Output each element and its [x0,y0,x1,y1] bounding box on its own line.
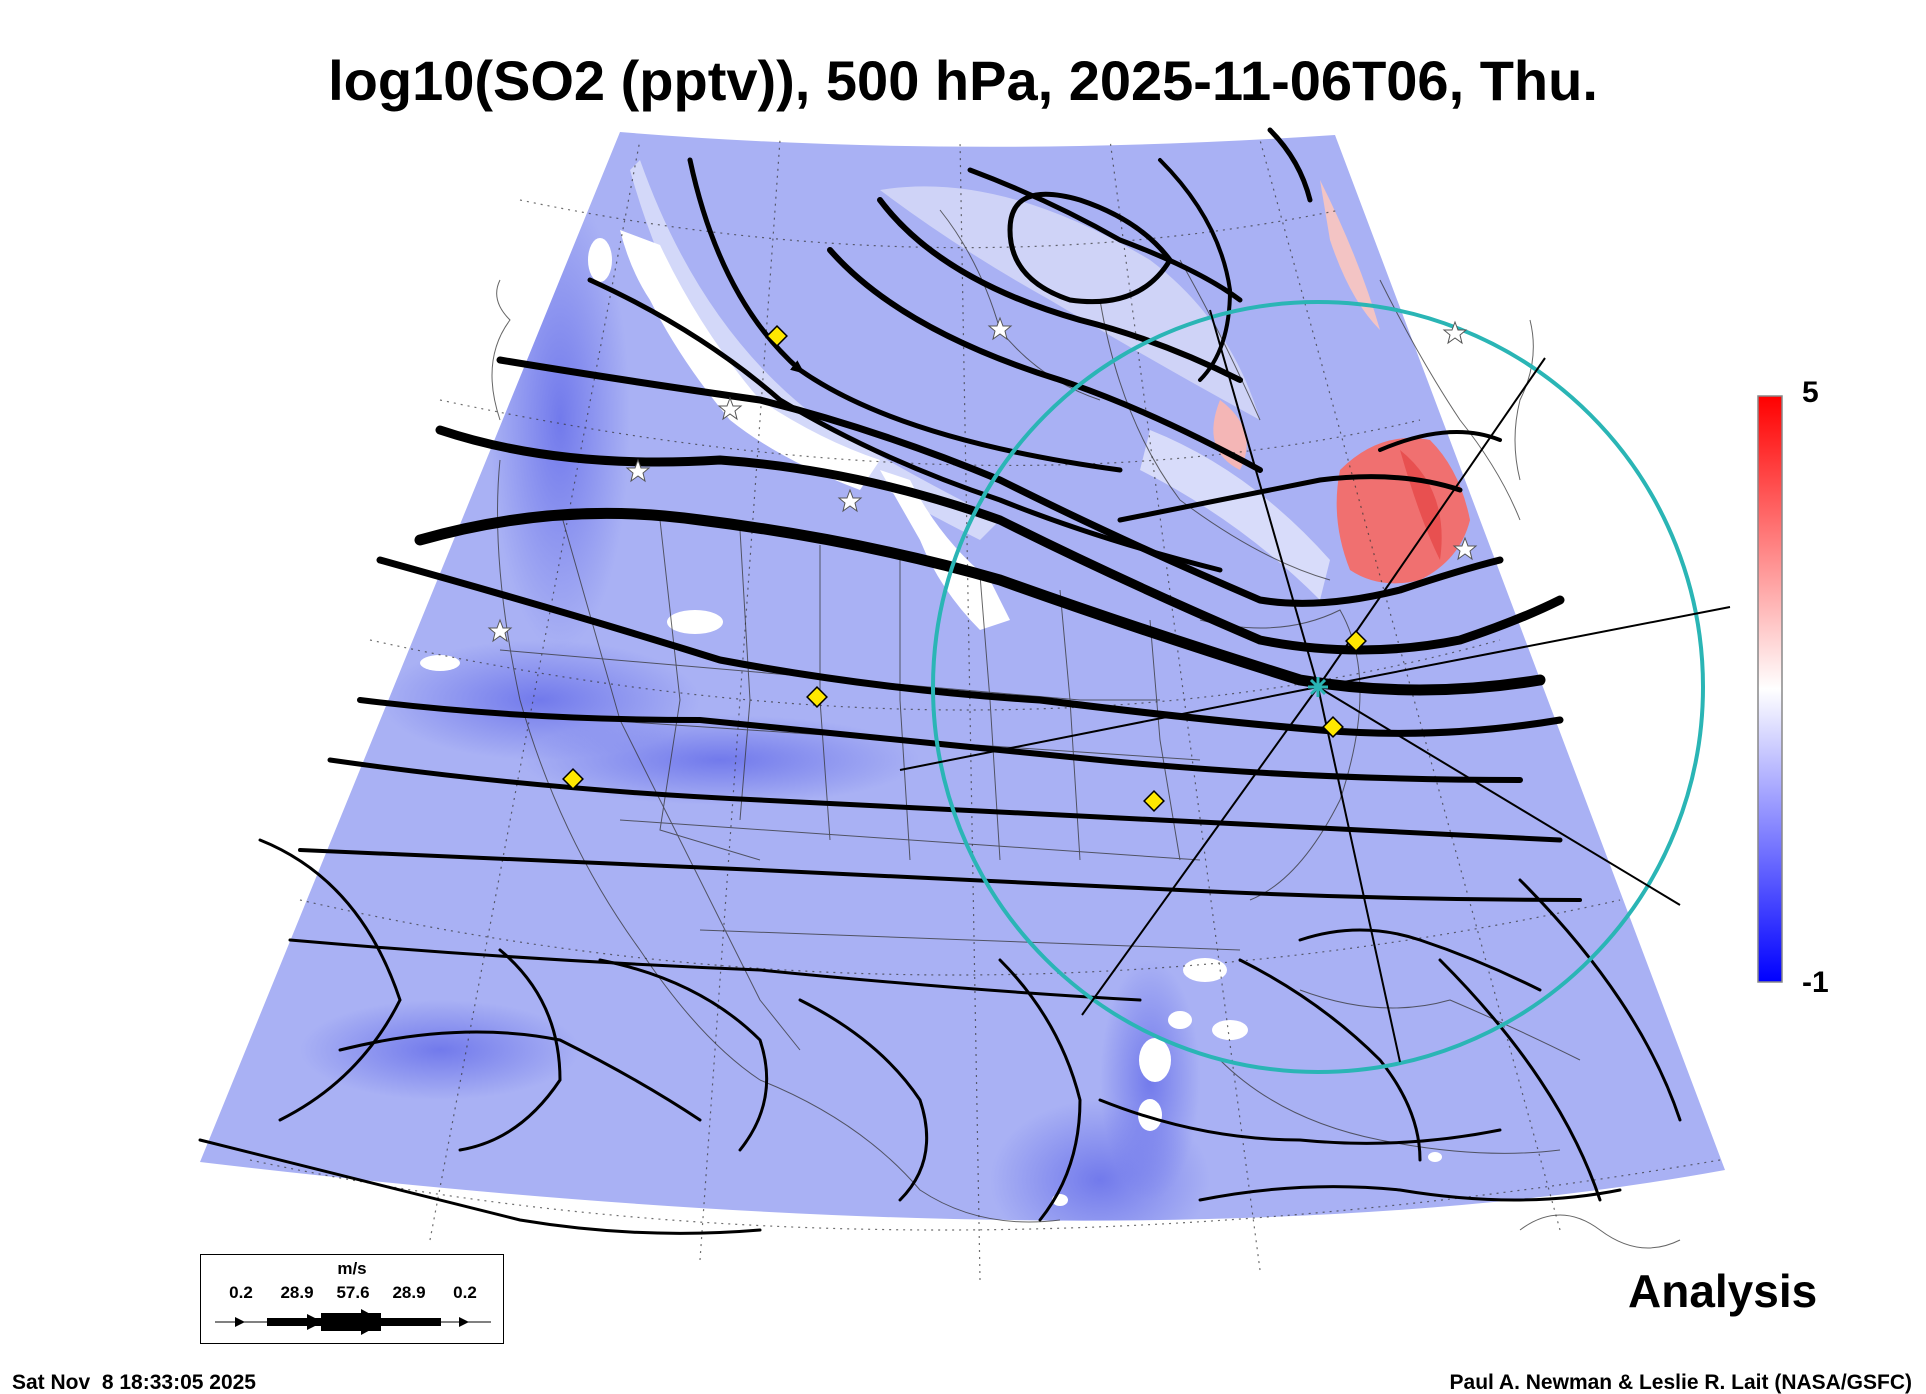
timestamp: Sat Nov 8 18:33:05 2025 [12,1371,256,1394]
legend-labels: 0.2 28.9 57.6 28.9 0.2 [201,1283,503,1303]
legend-label: 28.9 [280,1283,314,1302]
ring-center-star [1308,677,1328,697]
site-marker-6 [1322,716,1344,738]
legend-label: 28.9 [392,1283,426,1302]
site-marker-5 [1345,630,1367,652]
site-marker-3 [562,768,584,790]
legend-label: 0.2 [229,1283,253,1302]
site-markers [562,325,1367,812]
star-markers [487,316,1478,643]
legend-unit: m/s [337,1259,367,1278]
graticule [249,139,1721,1281]
site-marker-2 [806,686,828,708]
colorbar-min-label: -1 [1802,966,1829,999]
wind-streamlines [198,127,1682,1235]
colorbar [1757,395,1783,983]
site-marker-1 [766,325,788,347]
ring-radials [899,309,1731,1063]
legend-arrow-bar [215,1309,491,1335]
page-title: log10(SO2 (pptv)), 500 hPa, 2025-11-06T0… [328,49,1598,112]
analysis-label: Analysis [1628,1265,1818,1317]
so2-field [200,132,1725,1221]
colorbar-max-label: 5 [1802,376,1819,409]
cyan-ring [931,300,1705,1074]
legend-label: 57.6 [336,1283,370,1302]
credit: Paul A. Newman & Leslie R. Lait (NASA/GS… [1449,1371,1912,1394]
site-marker-4 [1143,790,1165,812]
wind-speed-legend: m/s 0.2 28.9 57.6 28.9 0.2 [200,1254,504,1344]
legend-label: 0.2 [453,1283,477,1302]
